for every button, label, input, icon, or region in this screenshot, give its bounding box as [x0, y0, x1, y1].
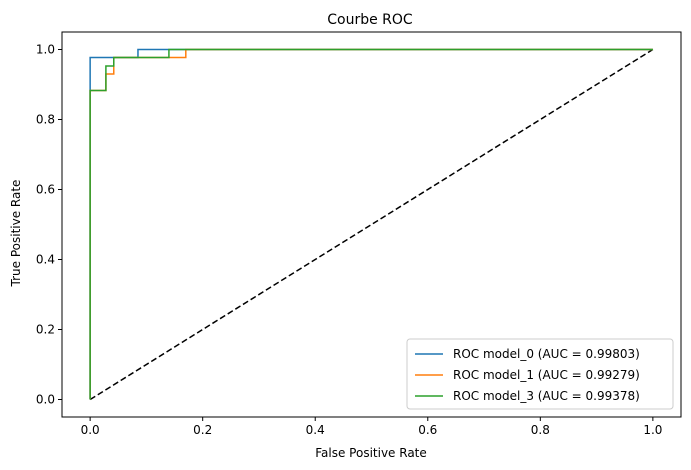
chart-title: Courbe ROC: [327, 12, 413, 28]
plot-frame: [61, 31, 682, 418]
legend: ROC model_0 (AUC = 0.99803) ROC model_1 (…: [406, 338, 674, 410]
y-tick-label: 0.6: [36, 183, 55, 197]
series-line-2: [89, 48, 653, 400]
x-tick-label: 0.6: [418, 423, 437, 437]
x-tick-label: 0.2: [193, 423, 212, 437]
y-axis: 0.0 0.2 0.4 0.6 0.8 1.0: [36, 43, 62, 407]
plot-area: [89, 48, 654, 401]
x-tick-label: 1.0: [643, 423, 662, 437]
y-tick-label: 0.2: [36, 323, 55, 337]
legend-label-0: ROC model_0 (AUC = 0.99803): [453, 347, 640, 361]
legend-label-1: ROC model_1 (AUC = 0.99279): [453, 368, 640, 382]
x-tick-label: 0.8: [531, 423, 550, 437]
y-tick-label: 0.8: [36, 113, 55, 127]
x-axis: 0.0 0.2 0.4 0.6 0.8 1.0: [81, 417, 662, 437]
legend-box: [406, 338, 674, 410]
y-tick-label: 1.0: [36, 43, 55, 57]
y-tick-label: 0.4: [36, 253, 55, 267]
x-tick-label: 0.0: [81, 423, 100, 437]
y-tick-label: 0.0: [36, 393, 55, 407]
legend-label-2: ROC model_3 (AUC = 0.99378): [453, 389, 640, 403]
y-axis-label: True Positive Rate: [9, 180, 23, 288]
reference-diagonal-line: [89, 48, 654, 401]
x-tick-label: 0.4: [306, 423, 325, 437]
x-axis-label: False Positive Rate: [315, 446, 427, 460]
